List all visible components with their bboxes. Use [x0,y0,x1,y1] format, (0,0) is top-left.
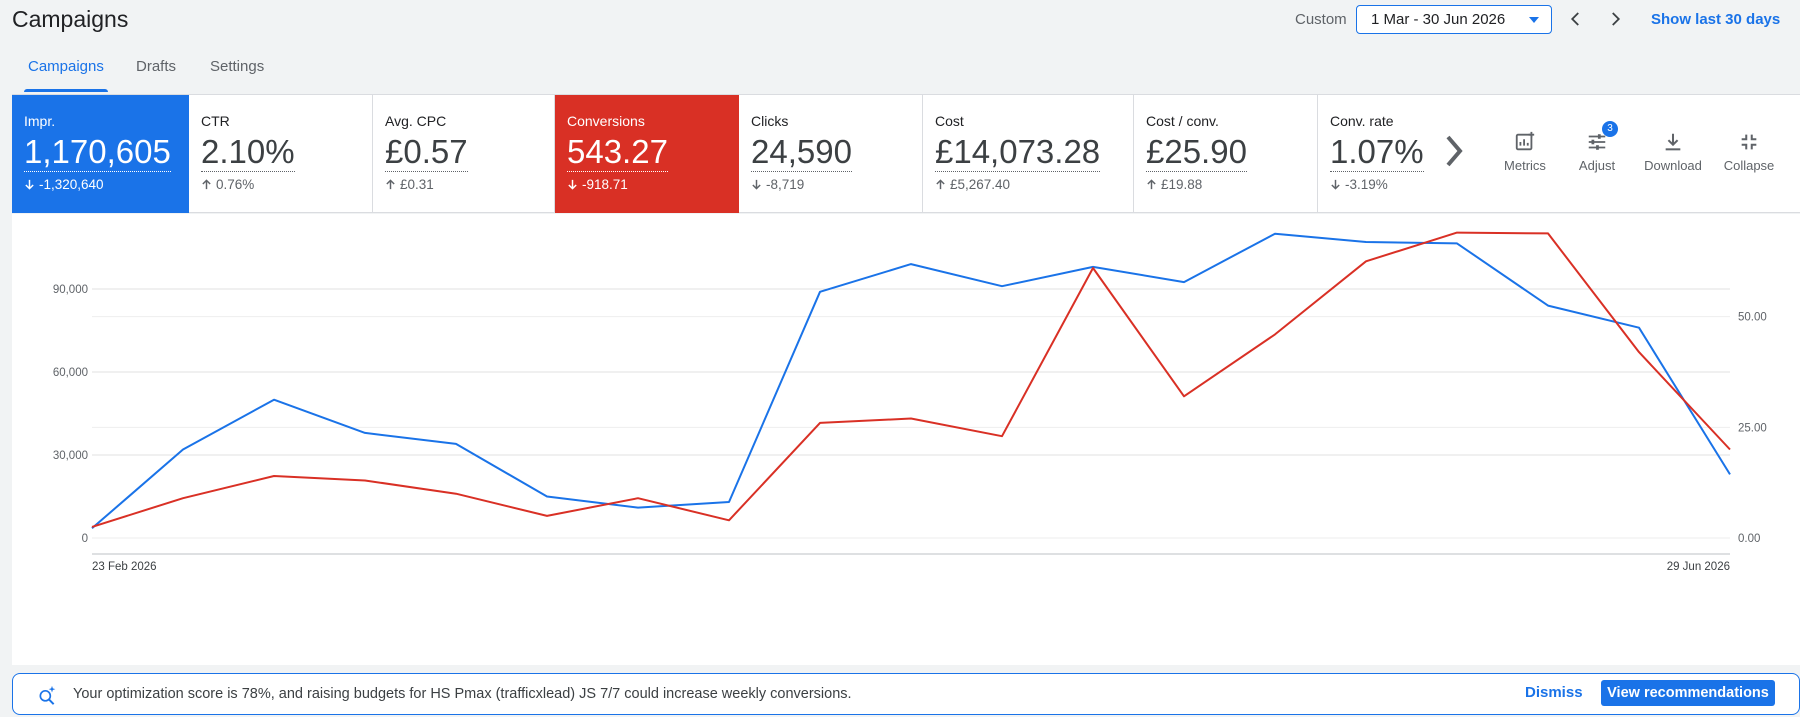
date-range-value: 1 Mar - 30 Jun 2026 [1371,11,1506,28]
download-button[interactable]: Download [1638,131,1708,173]
scorecard-delta-value: £5,267.40 [950,177,1011,192]
tab-settings[interactable]: Settings [210,58,265,75]
scorecard-delta: £19.88 [1146,177,1305,192]
sparkle-search-icon [39,685,56,705]
scorecard-value: 1,170,605 [24,133,171,172]
previous-period-button[interactable] [1563,6,1589,32]
scorecard-label: Impr. [24,113,56,129]
scorecard-label: Cost / conv. [1146,113,1219,129]
right-axis-tick-label: 0.00 [1738,533,1760,545]
left-axis-tick-label: 90,000 [53,284,88,296]
show-last-30-days-link[interactable]: Show last 30 days [1651,11,1781,28]
scorecard-value: 2.10% [201,133,295,172]
page-header: Campaigns Custom 1 Mar - 30 Jun 2026 Sho… [0,0,1800,40]
arrow-down-icon [25,179,34,190]
metrics-button[interactable]: Metrics [1490,131,1560,173]
scorecard-delta: 0.76% [201,177,360,192]
scorecard-value: £25.90 [1146,133,1247,172]
arrow-down-icon [568,179,577,190]
scorecard-value: 543.27 [567,133,668,172]
scorecard-delta-value: -8,719 [766,177,805,192]
chevron-right-icon [1446,135,1463,167]
adjust-label: Adjust [1578,158,1616,173]
scorecard-delta-value: -3.19% [1345,177,1388,192]
tab-campaigns[interactable]: Campaigns [24,58,108,92]
more-metrics-button[interactable] [1436,129,1472,173]
download-icon [1665,133,1681,151]
scorecard-label: Clicks [751,113,789,129]
adjust-button[interactable]: 3 Adjust [1562,121,1632,173]
series-line-impr [91,232,1731,530]
right-axis-tick-label: 25.00 [1738,422,1767,434]
scorecard-delta-value: £19.88 [1161,177,1203,192]
left-axis-tick-label: 30,000 [53,450,88,462]
scorecard-label: Conv. rate [1330,113,1394,129]
tune-icon [1588,134,1606,150]
dropdown-caret-icon [1529,17,1539,23]
next-period-button[interactable] [1602,6,1628,32]
left-axis-tick-label: 0 [82,533,88,545]
arrow-down-icon [752,179,761,190]
view-recommendations-button[interactable]: View recommendations [1601,680,1775,706]
scorecard-value: £0.57 [385,133,468,172]
scorecard-label: Conversions [567,113,645,129]
page-title: Campaigns [12,6,129,32]
scorecard-cost-per-conversion[interactable]: Cost / conv. £25.90 £19.88 [1134,95,1318,213]
line-chart-svg: 030,00060,00090,000120,0000.0025.0050.00… [53,231,1767,573]
chevron-right-icon [1612,12,1621,26]
optimization-message: Your optimization score is 78%, and rais… [73,686,852,702]
right-axis-tick-label: 50.00 [1738,312,1767,324]
scorecard-impressions[interactable]: Impr. 1,170,605 -1,320,640 [12,95,189,213]
arrow-up-icon [1147,179,1156,190]
arrow-up-icon [386,179,395,190]
collapse-icon [1741,134,1757,150]
scorecard-row: Impr. 1,170,605 -1,320,640 CTR 2.10% 0.7… [12,94,1800,213]
arrow-down-icon [1331,179,1340,190]
performance-chart: 030,00060,00090,000120,0000.0025.0050.00… [12,214,1800,665]
x-axis-start-label: 23 Feb 2026 [92,561,157,573]
optimization-banner: Your optimization score is 78%, and rais… [12,673,1800,715]
scorecard-delta: £0.31 [385,177,542,192]
scorecard-cost[interactable]: Cost £14,073.28 £5,267.40 [923,95,1134,213]
scorecard-delta-value: 0.76% [216,177,255,192]
scorecard-label: Cost [935,113,964,129]
scorecard-value: 1.07% [1330,133,1424,172]
scorecard-conv-rate[interactable]: Conv. rate 1.07% -3.19% [1318,95,1430,213]
scorecard-delta: -8,719 [751,177,910,192]
scorecard-delta: -918.71 [567,177,727,192]
scorecard-ctr[interactable]: CTR 2.10% 0.76% [189,95,373,213]
arrow-up-icon [936,179,945,190]
left-axis-tick-label: 60,000 [53,367,88,379]
scorecard-conversions[interactable]: Conversions 543.27 -918.71 [555,95,739,213]
scorecard-label: Avg. CPC [385,113,447,129]
date-range-type-label: Custom [1295,11,1347,28]
x-axis-end-label: 29 Jun 2026 [1667,561,1730,573]
scorecard-value: 24,590 [751,133,852,172]
collapse-label: Collapse [1723,158,1775,173]
scorecard-delta: £5,267.40 [935,177,1121,192]
scorecard-clicks[interactable]: Clicks 24,590 -8,719 [739,95,923,213]
scorecard-label: CTR [201,113,230,129]
dismiss-button[interactable]: Dismiss [1525,684,1583,701]
scorecard-delta: -3.19% [1330,177,1418,192]
download-label: Download [1644,158,1702,173]
series-line-conversions [91,231,1731,528]
scorecard-delta-value: -918.71 [582,177,628,192]
chevron-left-icon [1570,12,1579,26]
metrics-label: Metrics [1504,158,1546,173]
bar-chart-add-icon [1515,131,1535,151]
scorecard-delta-value: -1,320,640 [39,177,104,192]
date-range-picker[interactable]: 1 Mar - 30 Jun 2026 [1356,5,1552,34]
scorecard-delta: -1,320,640 [24,177,177,192]
scorecard-delta-value: £0.31 [400,177,434,192]
scorecard-value: £14,073.28 [935,133,1101,172]
adjust-count-badge: 3 [1602,121,1618,137]
collapse-button[interactable]: Collapse [1714,131,1784,173]
arrow-up-icon [202,179,211,190]
scorecard-avg-cpc[interactable]: Avg. CPC £0.57 £0.31 [373,95,555,213]
tab-drafts[interactable]: Drafts [136,58,177,75]
